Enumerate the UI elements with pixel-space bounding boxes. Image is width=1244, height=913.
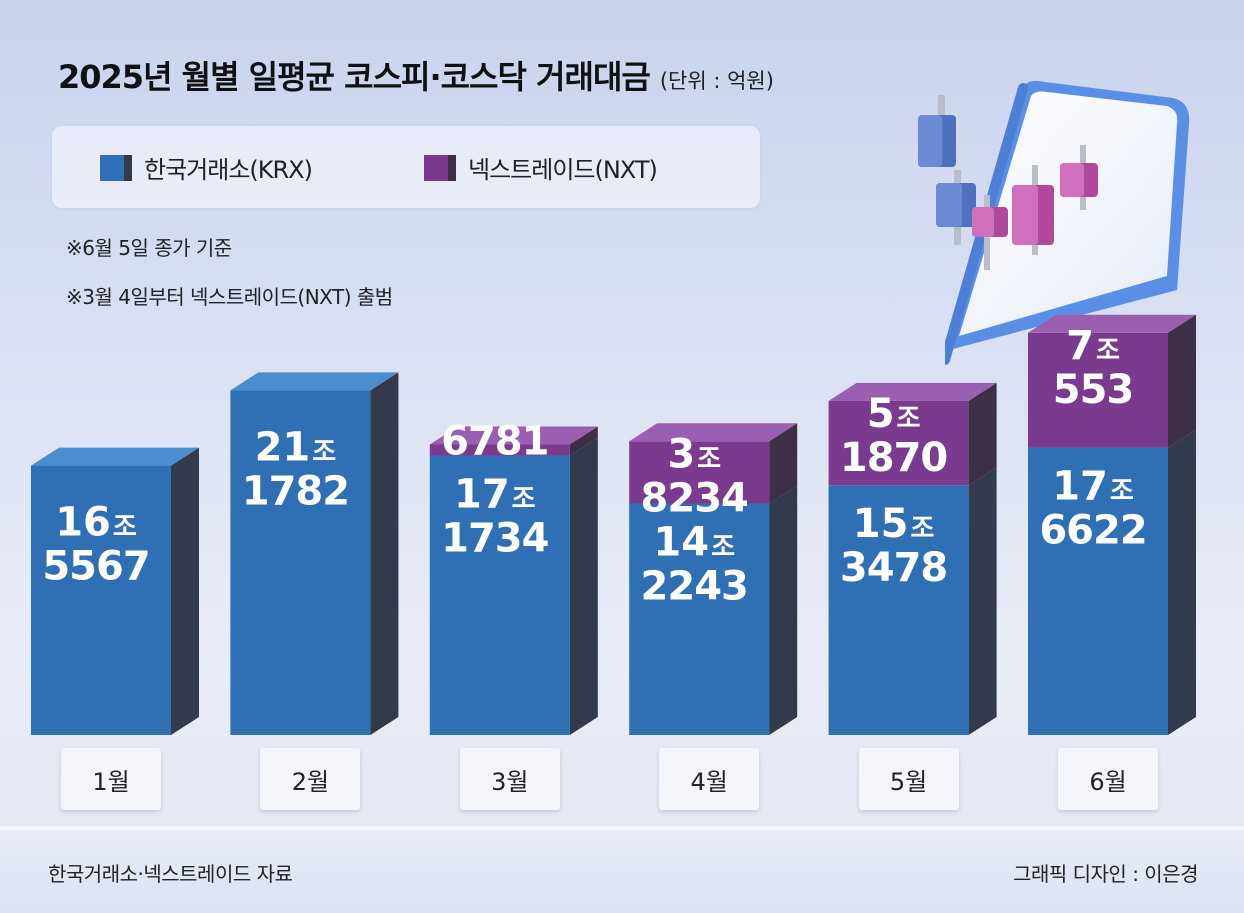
bar-top-5	[828, 382, 997, 401]
bar-nxt-5-side	[968, 382, 997, 486]
bar-krx-2-front	[230, 390, 371, 735]
bar-krx-3-front	[429, 455, 570, 735]
bar-krx-1	[31, 447, 199, 735]
value-label-nxt-3-rest: 6781	[441, 418, 548, 464]
footer-divider	[0, 826, 1244, 830]
bar-krx-4-front	[629, 503, 770, 735]
candle-blue-2	[936, 170, 976, 245]
candle-pink-2	[1012, 165, 1054, 255]
chart-title: 2025년 월별 일평균 코스피·코스닥 거래대금	[58, 58, 651, 96]
bar-krx-4-side	[769, 485, 798, 735]
value-label-nxt-5-rest: 1870	[840, 435, 947, 481]
bar-krx-5-side	[968, 467, 997, 735]
bar-krx-4	[629, 485, 798, 735]
note-close-basis: ※6월 5일 종가 기준	[66, 236, 232, 260]
bar-krx-6-front	[1028, 447, 1168, 735]
value-label-krx-2-trillion-unit: 조	[312, 437, 336, 467]
month-label-4: 4월	[659, 748, 760, 810]
chart-unit: (단위 : 억원)	[659, 69, 774, 93]
value-label-krx-4-trillion-unit: 조	[711, 533, 735, 563]
value-label-nxt-3: 6781	[441, 418, 549, 464]
bar-krx-6	[1028, 429, 1196, 735]
value-label-nxt-6-rest: 553	[1053, 367, 1134, 413]
bar-top-4	[629, 423, 798, 442]
bar-top-2	[230, 372, 399, 391]
legend-item-krx: 한국거래소(KRX)	[100, 150, 313, 185]
value-label-krx-5-trillion-unit: 조	[910, 514, 934, 544]
value-label-nxt-4-rest: 8234	[641, 475, 748, 521]
bar-nxt-4-front	[629, 441, 770, 504]
legend-label-krx: 한국거래소(KRX)	[144, 156, 313, 184]
bar-krx-1-side	[171, 447, 199, 735]
candle-pink-3	[1060, 145, 1098, 210]
bar-nxt-3-front	[429, 444, 570, 456]
bar-krx-5-front	[828, 485, 969, 735]
value-label-krx-2-rest: 1782	[242, 468, 349, 514]
bar-krx-1-front	[31, 465, 171, 735]
bar-krx-2	[230, 372, 399, 735]
bar-top-6	[1028, 314, 1196, 333]
bar-top-1	[31, 447, 199, 466]
bar-krx-2-side	[370, 372, 399, 735]
legend: 한국거래소(KRX) 넥스트레이드(NXT)	[52, 126, 760, 208]
value-label-krx-5-rest: 3478	[840, 545, 947, 591]
value-label-krx-1-trillion-unit: 조	[113, 513, 137, 543]
bar-nxt-3	[429, 426, 598, 456]
candle-blue-1	[918, 95, 956, 167]
bar-nxt-6	[1028, 314, 1196, 448]
bar-nxt-5	[828, 382, 997, 486]
value-label-krx-1-rest: 5567	[42, 544, 149, 590]
candle-pink-1	[972, 195, 1008, 270]
bar-nxt-6-side	[1168, 314, 1196, 448]
value-label-krx-6-trillion-unit: 조	[1110, 477, 1134, 507]
chart-title-block: 2025년 월별 일평균 코스피·코스닥 거래대금 (단위 : 억원)	[58, 52, 774, 102]
value-label-nxt-4-trillion-unit: 조	[697, 444, 721, 474]
value-label-krx-6-trillion: 17조	[1052, 464, 1134, 510]
credit-text: 그래픽 디자인 : 이은경	[1013, 862, 1198, 886]
value-label-nxt-6-trillion-unit: 조	[1096, 336, 1120, 366]
source-text: 한국거래소·넥스트레이드 자료	[48, 862, 293, 886]
value-label-krx-4-rest: 2243	[641, 564, 748, 610]
bar-krx-3	[429, 437, 598, 735]
footer-band	[0, 830, 1244, 913]
bar-nxt-4	[629, 423, 798, 504]
bar-krx-5	[828, 467, 997, 735]
legend-item-nxt: 넥스트레이드(NXT)	[424, 150, 658, 185]
legend-swatch-nxt	[424, 154, 456, 181]
legend-swatch-krx	[100, 154, 132, 181]
month-label-5: 5월	[858, 748, 959, 810]
value-label-krx-1-trillion: 16조	[55, 500, 137, 546]
value-label-nxt-5-trillion-unit: 조	[897, 404, 921, 434]
value-label-krx-6-rest: 6622	[1039, 508, 1146, 554]
bar-nxt-5-front	[828, 400, 969, 486]
bar-top-3	[429, 426, 598, 445]
legend-label-nxt: 넥스트레이드(NXT)	[468, 156, 658, 184]
month-label-3: 3월	[459, 748, 560, 810]
month-label-6: 6월	[1058, 748, 1158, 810]
value-label-krx-3-rest: 1734	[441, 516, 548, 562]
bar-nxt-6-front	[1028, 332, 1168, 448]
bar-krx-6-side	[1168, 429, 1196, 735]
candlestick-icons	[918, 95, 1098, 270]
phone-candlestick-illustration	[945, 80, 1190, 365]
month-label-2: 2월	[260, 748, 361, 810]
note-nxt-launch: ※3월 4일부터 넥스트레이드(NXT) 출범	[66, 285, 393, 309]
bar-nxt-4-side	[769, 423, 798, 504]
month-label-1: 1월	[61, 748, 161, 810]
value-label-krx-3-trillion-unit: 조	[512, 485, 536, 515]
bar-krx-3-side	[569, 437, 598, 735]
bar-nxt-3-side	[569, 426, 598, 456]
